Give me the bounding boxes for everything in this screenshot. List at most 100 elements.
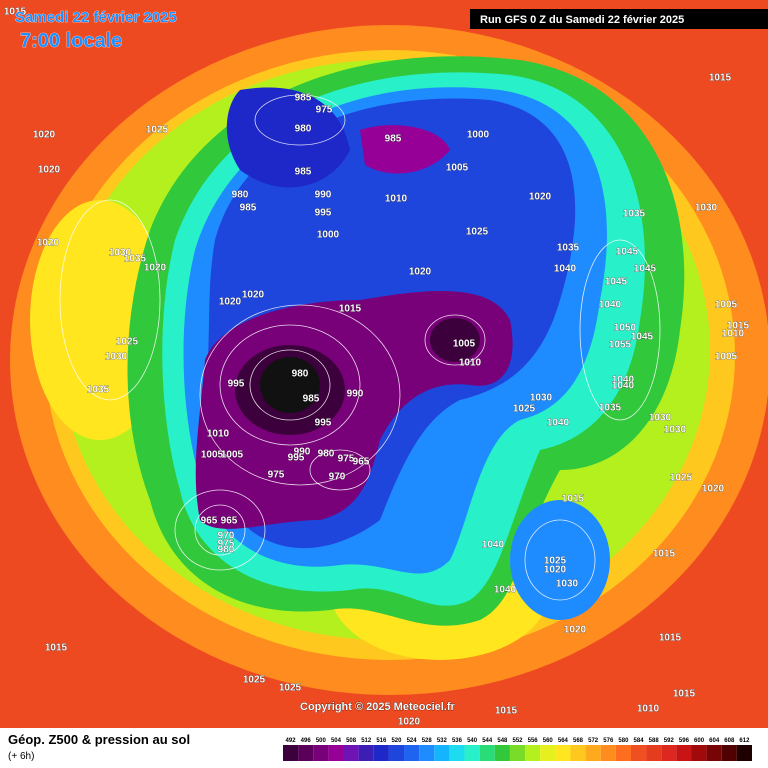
pressure-label: 965 (353, 457, 370, 468)
pressure-label: 1035 (623, 209, 646, 220)
pressure-label: 1045 (634, 264, 657, 275)
colorbar-tick-label: 560 (543, 738, 554, 744)
pressure-label: 1030 (105, 352, 128, 363)
colorbar-tick-label: 508 (346, 738, 357, 744)
colorbar-cell (494, 745, 510, 761)
colorbar-tick-label: 492 (286, 738, 297, 744)
colorbar-cell (540, 745, 556, 761)
pressure-label: 1025 (466, 227, 489, 238)
pressure-label: 1050 (614, 323, 637, 334)
pressure-label: 1020 (37, 238, 60, 249)
pressure-label: 1020 (564, 625, 587, 636)
pressure-label: 970 (218, 531, 235, 542)
pressure-label: 1015 (562, 494, 585, 505)
pressure-label: 965 (201, 516, 218, 527)
isobar (59, 199, 161, 401)
colorbar-tick-label: 544 (482, 738, 493, 744)
colorbar-tick-label: 504 (331, 738, 342, 744)
pressure-label: 1020 (219, 297, 242, 308)
pressure-label: 1030 (530, 393, 553, 404)
pressure-label: 1010 (722, 329, 745, 340)
pressure-label: 980 (318, 449, 335, 460)
isobar (199, 304, 401, 486)
pressure-label: 995 (315, 418, 332, 429)
colorbar-tick-label: 520 (391, 738, 402, 744)
pressure-label: 1005 (715, 352, 738, 363)
colorbar-tick-label: 568 (573, 738, 584, 744)
pressure-label: 1015 (727, 321, 750, 332)
colorbar-cell (661, 745, 677, 761)
colorbar-cell (298, 745, 314, 761)
colorbar-cell (419, 745, 435, 761)
colorbar-tick-label: 496 (301, 738, 312, 744)
pressure-label: 985 (385, 134, 402, 145)
pressure-label: 995 (315, 208, 332, 219)
colorbar-tick-label: 608 (724, 738, 735, 744)
colorbar-cell (736, 745, 752, 761)
colorbar-tick-label: 564 (558, 738, 569, 744)
colorbar-cell (313, 745, 329, 761)
date-label: Samedi 22 février 2025 (15, 9, 177, 26)
pressure-label: 970 (329, 472, 346, 483)
pressure-label: 975 (268, 470, 285, 481)
colorbar: 492 496 500 504 508 512 516 520 524 528 532 536 540 5… (283, 738, 752, 761)
colorbar-tick-label: 524 (407, 738, 418, 744)
isobar (579, 239, 661, 421)
pressure-label: 1035 (87, 385, 110, 396)
pressure-label: 1020 (33, 130, 56, 141)
colorbar-cell (328, 745, 344, 761)
colorbar-cell (373, 745, 389, 761)
pressure-label: 1005 (446, 163, 469, 174)
pressure-label: 1020 (144, 263, 167, 274)
pressure-label: 1010 (637, 704, 660, 715)
vortex-lobe (226, 87, 350, 188)
isobar (309, 449, 371, 491)
pressure-label: 985 (303, 394, 320, 405)
pressure-label: 1015 (495, 706, 518, 717)
pressure-label: 1015 (659, 633, 682, 644)
pressure-label: 980 (295, 124, 312, 135)
pressure-label: 1040 (494, 585, 517, 596)
pressure-label: 1015 (653, 549, 676, 560)
pressure-label: 1020 (702, 484, 725, 495)
isobar (219, 324, 361, 446)
pressure-label: 1025 (670, 473, 693, 484)
secondary-core (430, 318, 480, 362)
pressure-label: 1035 (124, 254, 147, 265)
colorbar-tick-label: 516 (376, 738, 387, 744)
pressure-label: 1020 (544, 565, 567, 576)
pressure-label: 1020 (398, 717, 421, 728)
pressure-label: 1015 (339, 304, 362, 315)
pressure-label: 1005 (201, 450, 224, 461)
pressure-label: 985 (240, 203, 257, 214)
pressure-label: 975 (316, 105, 333, 116)
pressure-label: 1000 (467, 130, 490, 141)
colorbar-tick-label: 528 (422, 738, 433, 744)
pressure-label: 1040 (482, 540, 505, 551)
pressure-label: 1030 (649, 413, 672, 424)
colorbar-cell (449, 745, 465, 761)
colorbar-cell (615, 745, 631, 761)
pressure-label: 1005 (221, 450, 244, 461)
colorbar-tick-label: 600 (694, 738, 705, 744)
run-box (470, 9, 768, 29)
colorbar-cell (630, 745, 647, 761)
colorbar-cell (600, 745, 616, 761)
pressure-label: 965 (221, 516, 238, 527)
colorbar-tick-label: 592 (664, 738, 675, 744)
pressure-label: 1020 (529, 192, 552, 203)
colorbar-cell (509, 745, 526, 761)
colorbar-cell (283, 745, 299, 761)
pressure-label: 1040 (612, 375, 635, 386)
pressure-label: 1015 (673, 689, 696, 700)
pressure-label: 980 (292, 369, 309, 380)
pressure-label: 1010 (207, 429, 230, 440)
pressure-label: 1025 (146, 125, 169, 136)
colorbar-tick-label: 532 (437, 738, 448, 744)
pressure-label: 1040 (547, 418, 570, 429)
pressure-label: 1055 (609, 340, 632, 351)
pressure-label: 1025 (544, 556, 567, 567)
isobar (174, 489, 266, 571)
